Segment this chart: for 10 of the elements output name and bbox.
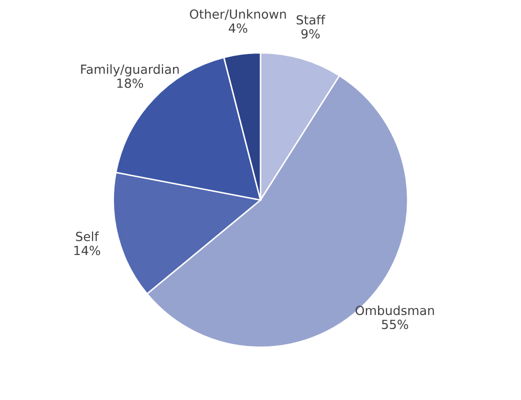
data-label: 18% (117, 78, 144, 88)
slice-label: Other/Unknown (190, 9, 286, 20)
slice-label: Ombudsman (356, 305, 434, 316)
data-label: 4% (228, 23, 248, 33)
slice-label: Staff (296, 14, 326, 25)
data-label: 55% (382, 320, 408, 330)
data-label: 9% (301, 29, 320, 39)
slice-label: Family/guardian (81, 64, 179, 76)
slice-label: Self (76, 232, 99, 242)
data-label: 14% (74, 246, 100, 256)
